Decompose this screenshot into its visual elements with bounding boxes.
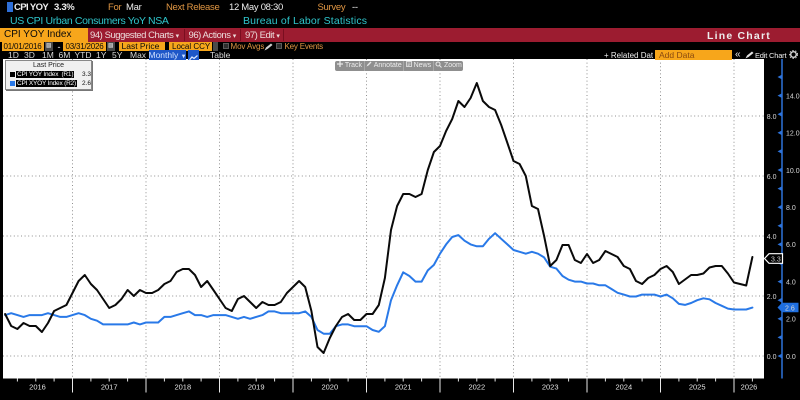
svg-text:0.0: 0.0 [767,354,777,361]
svg-text:2022: 2022 [468,383,485,392]
svg-text:2020: 2020 [321,383,338,392]
svg-text:2018: 2018 [174,383,191,392]
svg-text:4.0: 4.0 [767,234,777,241]
svg-text:2026: 2026 [741,383,758,392]
svg-text:2.6: 2.6 [785,306,795,313]
svg-text:6.0: 6.0 [767,174,777,181]
svg-text:6.0: 6.0 [786,242,796,249]
svg-text:2023: 2023 [542,383,559,392]
svg-text:0.0: 0.0 [786,354,796,361]
svg-text:14.0: 14.0 [786,93,800,100]
svg-text:12.0: 12.0 [786,131,800,138]
svg-text:8.0: 8.0 [786,205,796,212]
svg-text:3.3: 3.3 [771,257,781,264]
svg-text:2.0: 2.0 [767,294,777,301]
svg-text:2017: 2017 [101,383,118,392]
svg-text:10.0: 10.0 [786,168,800,175]
svg-text:2016: 2016 [29,383,46,392]
svg-text:8.0: 8.0 [767,114,777,121]
svg-text:2025: 2025 [689,383,706,392]
svg-text:2021: 2021 [395,383,412,392]
svg-text:2019: 2019 [248,383,265,392]
svg-text:2.0: 2.0 [786,317,796,324]
svg-text:4.0: 4.0 [786,279,796,286]
svg-text:2024: 2024 [615,383,632,392]
